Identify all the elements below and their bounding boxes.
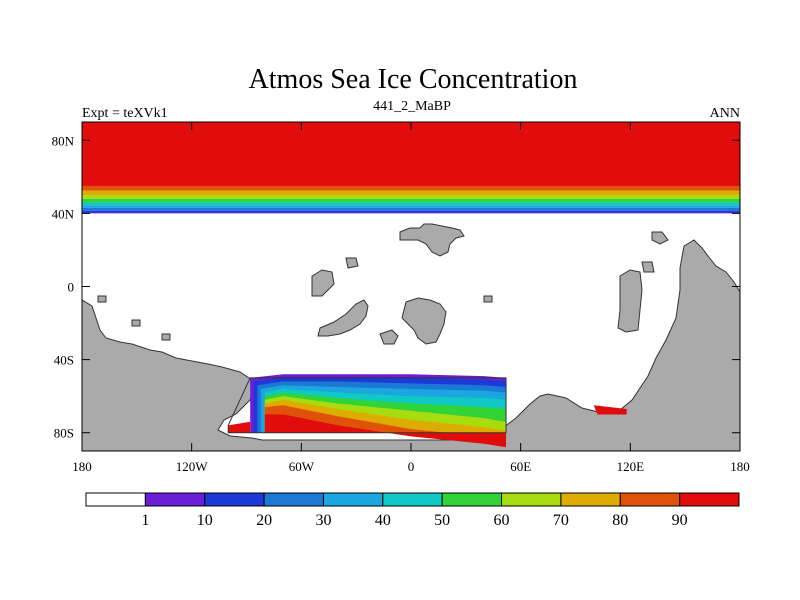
land-island-northeast bbox=[651, 231, 669, 245]
chart-title: Atmos Sea Ice Concentration bbox=[249, 64, 578, 95]
north-ice-band-10 bbox=[82, 180, 740, 186]
north-ice-band-4 bbox=[82, 205, 740, 208]
land-island-chain bbox=[317, 299, 369, 337]
land-island-east-peninsula bbox=[617, 269, 643, 333]
x-tick-label: 0 bbox=[408, 459, 415, 474]
y-axis: 80N 40N 0 40S 80S bbox=[52, 133, 740, 441]
colorbar-label: 50 bbox=[434, 512, 450, 529]
north-ice-band-3 bbox=[82, 207, 740, 211]
colorbar-label: 1 bbox=[141, 512, 149, 529]
x-tick-label: 180 bbox=[730, 459, 750, 474]
colorbar-swatch bbox=[204, 492, 265, 507]
subtitle-left: Expt = teXVk1 bbox=[82, 106, 168, 121]
land-islet-2 bbox=[641, 261, 655, 273]
colorbar-swatch bbox=[85, 492, 146, 507]
southern-sea-ice-layer bbox=[227, 374, 627, 448]
north-ice-band-2 bbox=[82, 210, 740, 213]
land-island-central bbox=[401, 297, 447, 345]
colorbar-label: 40 bbox=[375, 512, 391, 529]
y-tick-label: 0 bbox=[68, 280, 75, 295]
colorbar-swatch bbox=[441, 492, 503, 507]
colorbar-label: 60 bbox=[494, 512, 510, 529]
plot-area bbox=[82, 122, 740, 451]
y-tick-label: 40N bbox=[52, 206, 75, 221]
north-ice-band-1 bbox=[82, 212, 740, 214]
colorbar-swatch bbox=[501, 492, 562, 507]
north-ice-band-7 bbox=[82, 195, 740, 199]
colorbar-label: 90 bbox=[672, 512, 688, 529]
colorbar-swatch bbox=[560, 492, 621, 507]
x-tick-label: 120E bbox=[617, 459, 645, 474]
x-axis: 180 120W 60W 0 60E 120E 180 bbox=[72, 122, 750, 474]
x-tick-label: 60E bbox=[510, 459, 531, 474]
land-island-western bbox=[311, 269, 335, 297]
land-islet-6 bbox=[161, 333, 171, 341]
south-ice-band-90 bbox=[264, 414, 506, 448]
colorbar-label: 30 bbox=[315, 512, 331, 529]
south-ice-east-tongue bbox=[593, 405, 627, 415]
north-ice-band-6 bbox=[82, 198, 740, 203]
land-islet-3 bbox=[97, 295, 107, 303]
subtitle-center: 441_2_MaBP bbox=[373, 99, 451, 114]
x-tick-label: 180 bbox=[72, 459, 92, 474]
x-tick-label: 120W bbox=[176, 459, 209, 474]
x-tick-label: 60W bbox=[289, 459, 315, 474]
y-tick-label: 80N bbox=[52, 133, 75, 148]
subtitle-right: ANN bbox=[710, 106, 740, 121]
y-tick-label: 40S bbox=[54, 353, 74, 368]
land-islet-1 bbox=[345, 257, 359, 269]
north-ice-band-8 bbox=[82, 190, 740, 196]
colorbar-label: 20 bbox=[256, 512, 272, 529]
north-ice-band-9 bbox=[82, 185, 740, 191]
northern-sea-ice-layer bbox=[82, 122, 740, 214]
south-ice-outline bbox=[227, 377, 507, 434]
colorbar-swatch bbox=[144, 492, 206, 507]
colorbar-swatch bbox=[619, 492, 681, 507]
colorbar-swatch bbox=[679, 492, 740, 507]
land-island-atlantic-north bbox=[399, 223, 465, 257]
colorbar-label: 80 bbox=[612, 512, 628, 529]
colorbar-label: 10 bbox=[197, 512, 213, 529]
colorbar-swatch bbox=[263, 492, 324, 507]
land-island-small-south bbox=[379, 329, 399, 345]
north-ice-band-5 bbox=[82, 202, 740, 206]
south-ice-west-tongue bbox=[228, 421, 251, 433]
colorbar-swatch bbox=[322, 492, 384, 507]
land-islet-4 bbox=[131, 319, 141, 327]
land-masses bbox=[82, 223, 740, 451]
colorbar: 1 10 20 30 40 50 60 70 80 90 bbox=[85, 492, 740, 529]
colorbar-swatch bbox=[382, 492, 443, 507]
y-tick-label: 80S bbox=[54, 426, 74, 441]
land-islet-5 bbox=[483, 295, 493, 303]
north-ice-band-11 bbox=[82, 122, 740, 181]
colorbar-label: 70 bbox=[553, 512, 569, 529]
